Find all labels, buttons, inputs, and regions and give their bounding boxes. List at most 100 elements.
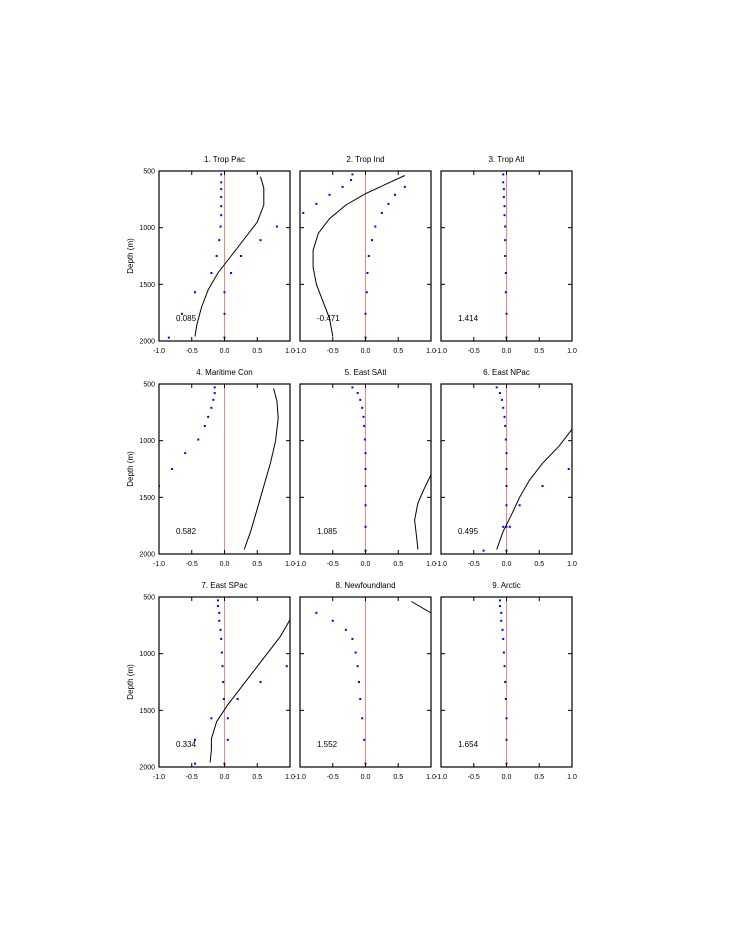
- x-tick-label: 1.0: [285, 348, 295, 355]
- x-tick-label: 0.0: [502, 774, 512, 781]
- x-tick-label: 0.0: [361, 774, 371, 781]
- data-point: [171, 468, 174, 470]
- data-point: [285, 665, 288, 668]
- data-point: [498, 599, 501, 602]
- x-tick-label: -0.5: [327, 561, 339, 568]
- data-point: [505, 312, 508, 315]
- data-point: [223, 312, 226, 315]
- x-tick-label: 0.0: [220, 561, 230, 568]
- data-point: [364, 312, 367, 315]
- panel-title: 4. Maritime Con: [196, 368, 252, 377]
- profile-curve: [496, 428, 572, 550]
- x-tick-label: 1.0: [285, 774, 295, 781]
- x-tick-label: 0.5: [252, 348, 262, 355]
- data-point: [226, 738, 229, 741]
- profile-curve: [414, 474, 431, 550]
- data-point: [220, 214, 223, 217]
- x-tick-label: -0.5: [468, 561, 480, 568]
- data-point: [194, 762, 197, 765]
- x-tick-label: -1.0: [435, 774, 447, 781]
- x-tick-label: -0.5: [468, 348, 480, 355]
- x-tick-label: 1.0: [567, 561, 577, 568]
- data-point: [364, 504, 367, 507]
- data-point: [315, 202, 318, 205]
- panel-value: 0.582: [176, 527, 197, 536]
- data-point: [505, 738, 508, 741]
- data-point: [498, 605, 501, 608]
- x-tick-label: -0.5: [327, 348, 339, 355]
- data-point: [393, 193, 396, 196]
- data-point: [275, 225, 278, 228]
- y-axis-label: Depth (m): [126, 238, 135, 274]
- data-point: [220, 181, 223, 184]
- data-layer: [302, 173, 406, 339]
- panel-8: 8. Newfoundland -1.0 -0.5 0.0 0.5 1.0 1.552: [294, 581, 436, 781]
- data-point: [350, 179, 353, 182]
- data-point: [504, 681, 507, 683]
- panel-3: 3. Trop Atl -1.0 -0.5 0.0 0.5 1.0 1.414: [435, 155, 577, 355]
- data-point: [504, 424, 507, 427]
- data-point: [220, 196, 223, 199]
- data-point: [210, 406, 213, 409]
- x-tick-label: 0.5: [393, 561, 403, 568]
- data-layer: [194, 599, 290, 765]
- panel-title: 5. East SAtl: [345, 368, 387, 377]
- x-tick-label: 0.5: [252, 774, 262, 781]
- data-point: [501, 628, 504, 631]
- data-point: [503, 415, 506, 418]
- data-point: [210, 272, 213, 274]
- data-point: [216, 605, 219, 608]
- panel-value: 0.495: [458, 527, 479, 536]
- panel-value: 1.552: [317, 740, 338, 749]
- data-point: [363, 438, 366, 441]
- x-tick-label: 0.5: [393, 348, 403, 355]
- panel-value: 0.334: [176, 740, 197, 749]
- data-point: [505, 468, 508, 470]
- data-point: [502, 406, 505, 409]
- data-point: [498, 392, 501, 395]
- data-layer: [482, 386, 572, 552]
- data-point: [341, 185, 344, 188]
- data-point: [367, 255, 370, 257]
- data-point: [220, 637, 223, 640]
- y-tick-label: 1000: [139, 225, 155, 232]
- x-tick-label: -0.5: [186, 348, 198, 355]
- data-point: [380, 211, 383, 214]
- data-point: [220, 205, 223, 208]
- y-axis-label: Depth (m): [126, 451, 135, 487]
- data-point: [362, 415, 365, 418]
- data-point: [504, 225, 507, 228]
- profile-curve: [209, 619, 290, 763]
- data-point: [365, 291, 368, 294]
- data-point: [508, 525, 511, 528]
- data-layer: [502, 173, 508, 339]
- x-tick-label: 1.0: [567, 774, 577, 781]
- data-point: [259, 239, 262, 242]
- x-tick-label: 1.0: [426, 561, 436, 568]
- data-point: [363, 738, 366, 741]
- panel-2: 2. Trop Ind -1.0 -0.5 0.0 0.5 1.0 -0.471: [294, 155, 436, 355]
- data-point: [356, 665, 359, 668]
- data-point: [315, 611, 318, 614]
- panel-value: -0.471: [317, 314, 340, 323]
- profile-curve: [243, 388, 279, 550]
- data-point: [351, 637, 354, 640]
- data-point: [500, 611, 503, 614]
- data-point: [504, 438, 507, 441]
- panel-value: 1.414: [458, 314, 479, 323]
- data-point: [354, 651, 357, 654]
- panel-4: 4. Maritime Con -1.0 -0.5 0.0 0.5 1.0 500 1000 1…: [126, 368, 295, 568]
- data-point: [503, 205, 506, 208]
- data-point: [220, 188, 223, 191]
- x-tick-label: -0.5: [186, 774, 198, 781]
- y-tick-label: 500: [143, 382, 155, 389]
- y-tick-label: 2000: [139, 339, 155, 346]
- y-tick-label: 1000: [139, 438, 155, 445]
- panel-5: 5. East SAtl -1.0 -0.5 0.0 0.5 1.0 1.085: [294, 368, 436, 568]
- x-tick-label: 0.5: [252, 561, 262, 568]
- x-tick-label: 1.0: [285, 561, 295, 568]
- data-point: [180, 312, 183, 315]
- data-point: [567, 468, 570, 470]
- data-point: [218, 239, 221, 242]
